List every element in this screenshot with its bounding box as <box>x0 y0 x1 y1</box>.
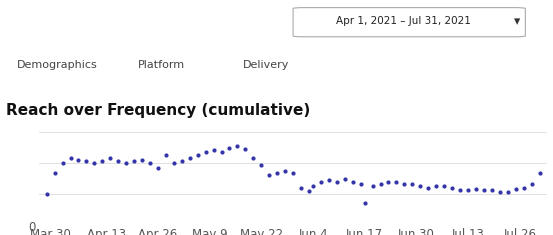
Point <box>392 180 401 184</box>
Point <box>233 144 242 148</box>
Point <box>161 153 170 157</box>
Point <box>169 161 178 165</box>
Point <box>42 192 51 196</box>
Point <box>138 158 147 162</box>
Point <box>448 186 457 190</box>
Point <box>265 174 274 177</box>
Point <box>527 182 536 186</box>
Text: Delivery: Delivery <box>243 60 290 70</box>
Point <box>66 156 75 160</box>
Point <box>90 161 99 165</box>
Point <box>416 184 425 188</box>
Point <box>178 159 186 163</box>
Point <box>309 184 317 188</box>
Point <box>432 184 441 188</box>
Point <box>241 148 250 151</box>
Point <box>106 156 114 160</box>
Point <box>356 182 365 186</box>
Point <box>122 161 131 165</box>
Text: Apr 1, 2021 – Jul 31, 2021: Apr 1, 2021 – Jul 31, 2021 <box>336 16 471 26</box>
Point <box>325 178 333 181</box>
FancyBboxPatch shape <box>293 8 525 37</box>
Text: Demographics: Demographics <box>17 60 97 70</box>
Point <box>50 172 59 175</box>
Point <box>281 169 290 173</box>
Point <box>82 159 91 163</box>
Point <box>456 188 465 192</box>
Point <box>225 146 234 150</box>
Point <box>130 159 139 163</box>
Point <box>472 187 481 191</box>
Point <box>495 190 504 194</box>
Point <box>74 158 83 162</box>
Point <box>58 161 67 165</box>
Text: Reach over Frequency (cumulative): Reach over Frequency (cumulative) <box>6 103 310 118</box>
Point <box>348 180 357 184</box>
Point <box>519 186 528 190</box>
Point <box>512 187 520 191</box>
Point <box>360 201 369 204</box>
Point <box>340 177 349 180</box>
Point <box>194 153 202 157</box>
Point <box>424 186 432 190</box>
Point <box>249 156 258 160</box>
Point <box>145 161 154 165</box>
Point <box>305 189 314 193</box>
Point <box>376 182 385 186</box>
Point <box>209 149 218 152</box>
Point <box>440 184 448 188</box>
Point <box>535 172 544 175</box>
Text: ▾: ▾ <box>514 15 520 28</box>
Point <box>384 180 393 184</box>
Point <box>400 182 409 186</box>
Text: Platform: Platform <box>138 60 185 70</box>
Point <box>289 172 298 175</box>
Point <box>98 159 107 163</box>
Point <box>368 184 377 188</box>
Point <box>463 188 472 192</box>
Point <box>154 166 163 170</box>
Point <box>332 180 341 184</box>
Point <box>503 190 512 194</box>
Point <box>114 159 123 163</box>
Point <box>296 186 305 190</box>
Point <box>316 180 325 184</box>
Point <box>273 172 281 175</box>
Point <box>217 151 226 154</box>
Point <box>201 151 210 154</box>
Point <box>408 182 417 186</box>
Point <box>479 188 488 192</box>
Point <box>257 163 266 167</box>
Point <box>185 156 194 160</box>
Point <box>487 188 496 192</box>
